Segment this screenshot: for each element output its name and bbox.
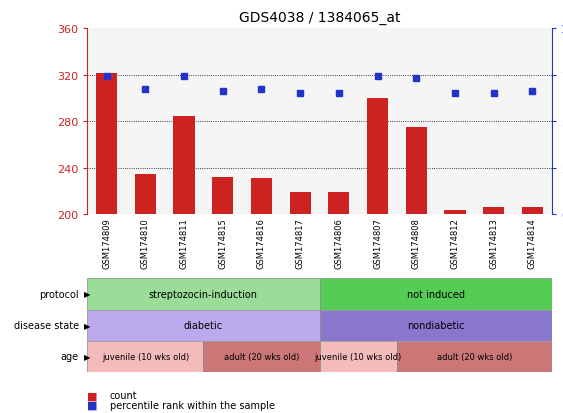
Bar bbox=[367, 99, 388, 215]
Bar bbox=[320, 279, 552, 310]
Bar bbox=[444, 210, 466, 215]
Text: adult (20 wks old): adult (20 wks old) bbox=[224, 352, 299, 361]
Text: juvenile (10 wks old): juvenile (10 wks old) bbox=[102, 352, 189, 361]
Bar bbox=[483, 208, 504, 215]
Text: adult (20 wks old): adult (20 wks old) bbox=[437, 352, 512, 361]
Text: ▶: ▶ bbox=[84, 352, 91, 361]
Bar bbox=[328, 193, 350, 215]
Bar bbox=[173, 117, 195, 215]
Bar bbox=[212, 178, 234, 215]
Bar bbox=[522, 208, 543, 215]
Text: age: age bbox=[61, 351, 79, 361]
Text: disease state: disease state bbox=[14, 320, 79, 330]
Text: ▶: ▶ bbox=[84, 290, 91, 299]
Text: not induced: not induced bbox=[406, 289, 464, 299]
Bar bbox=[320, 341, 397, 372]
Text: streptozocin-induction: streptozocin-induction bbox=[149, 289, 258, 299]
Bar bbox=[135, 174, 156, 215]
Text: ■: ■ bbox=[87, 400, 98, 410]
Text: nondiabetic: nondiabetic bbox=[407, 320, 464, 330]
Bar bbox=[397, 341, 552, 372]
Title: GDS4038 / 1384065_at: GDS4038 / 1384065_at bbox=[239, 11, 400, 25]
Bar bbox=[87, 310, 320, 341]
Text: percentile rank within the sample: percentile rank within the sample bbox=[110, 400, 275, 410]
Bar bbox=[320, 310, 552, 341]
Bar bbox=[87, 341, 203, 372]
Text: juvenile (10 wks old): juvenile (10 wks old) bbox=[315, 352, 402, 361]
Text: count: count bbox=[110, 390, 137, 400]
Bar bbox=[251, 179, 272, 215]
Text: ▶: ▶ bbox=[84, 321, 91, 330]
Bar bbox=[289, 193, 311, 215]
Text: ■: ■ bbox=[87, 390, 98, 400]
Bar bbox=[87, 279, 320, 310]
Bar bbox=[405, 128, 427, 215]
Text: protocol: protocol bbox=[39, 289, 79, 299]
Text: diabetic: diabetic bbox=[184, 320, 223, 330]
Bar bbox=[203, 341, 320, 372]
Bar bbox=[96, 74, 117, 215]
